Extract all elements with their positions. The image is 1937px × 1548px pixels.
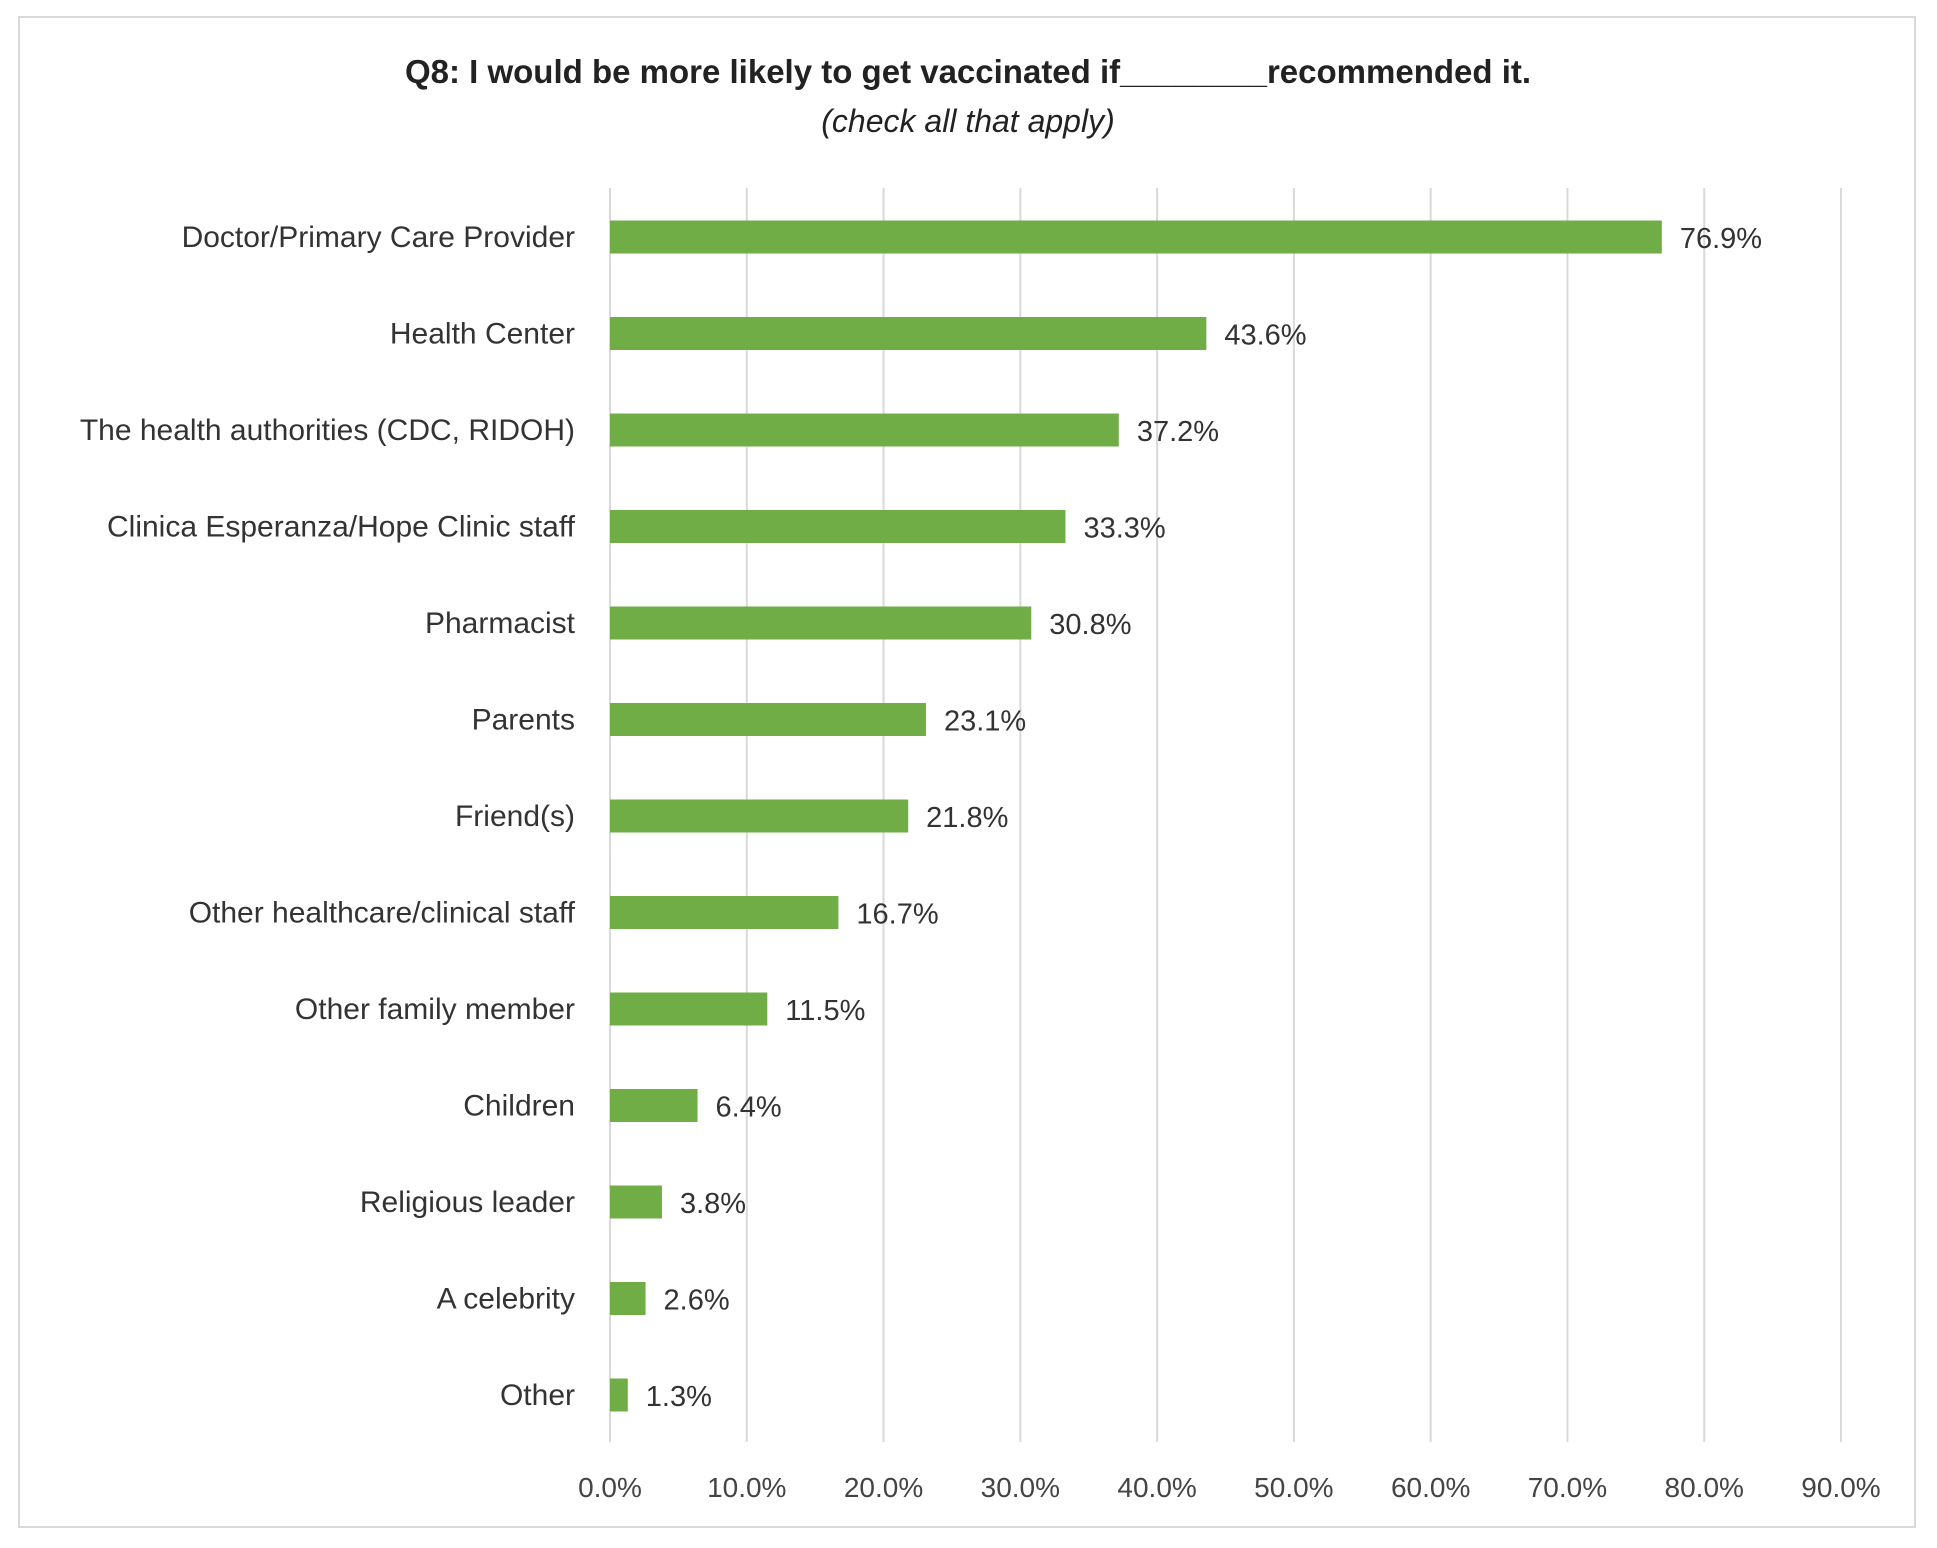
chart-subtitle: (check all that apply)	[821, 103, 1114, 139]
category-label: Other family member	[295, 993, 575, 1026]
data-label: 2.6%	[664, 1285, 730, 1317]
x-tick-label: 50.0%	[1254, 1472, 1333, 1503]
data-label: 6.4%	[716, 1092, 782, 1124]
chart-frame	[18, 16, 1916, 1528]
data-label: 11.5%	[785, 995, 865, 1027]
x-tick-label: 60.0%	[1391, 1472, 1470, 1503]
category-label: Children	[463, 1090, 575, 1123]
category-label: Other healthcare/clinical staff	[189, 897, 576, 930]
category-label: Pharmacist	[425, 607, 576, 640]
category-label: Parents	[472, 704, 575, 737]
category-label: Friend(s)	[455, 800, 575, 833]
bar	[610, 1282, 646, 1315]
data-label: 76.9%	[1680, 223, 1762, 255]
bar	[610, 606, 1032, 640]
data-label: 43.6%	[1224, 320, 1306, 352]
bar	[610, 703, 926, 736]
bar	[610, 220, 1662, 254]
category-label: A celebrity	[437, 1283, 575, 1316]
bar	[610, 799, 909, 833]
x-tick-label: 40.0%	[1117, 1472, 1196, 1503]
bar	[610, 317, 1207, 350]
category-label: Doctor/Primary Care Provider	[182, 221, 575, 254]
category-label: Religious leader	[360, 1186, 575, 1219]
category-label: Health Center	[390, 318, 575, 351]
chart-title: Q8: I would be more likely to get vaccin…	[405, 53, 1531, 90]
bar	[610, 1185, 662, 1219]
x-tick-label: 20.0%	[844, 1472, 923, 1503]
bar	[610, 1089, 698, 1122]
data-label: 21.8%	[926, 802, 1008, 834]
category-label: Other	[500, 1379, 575, 1412]
x-tick-label: 10.0%	[707, 1472, 786, 1503]
data-label: 30.8%	[1049, 609, 1131, 641]
value-labels: 76.9% 43.6% 37.2% 33.3% 30.8% 23.1% 21.8% 16.7%…	[646, 223, 1762, 1413]
data-label: 37.2%	[1137, 416, 1219, 448]
bar	[610, 1378, 628, 1412]
bars	[610, 220, 1662, 1412]
category-label: The health authorities (CDC, RIDOH)	[80, 414, 575, 447]
x-tick-label: 80.0%	[1665, 1472, 1744, 1503]
bar	[610, 992, 768, 1026]
gridlines	[609, 188, 1842, 1442]
x-axis-ticks: 0.0% 10.0% 20.0% 30.0% 40.0% 50.0% 60.0% 70.0% 8…	[578, 1472, 1881, 1503]
bar	[610, 896, 839, 929]
category-labels: Doctor/Primary Care Provider Health Cente…	[80, 221, 576, 1412]
data-label: 33.3%	[1083, 513, 1165, 545]
x-tick-label: 90.0%	[1801, 1472, 1880, 1503]
bar	[610, 510, 1066, 543]
category-label: Clinica Esperanza/Hope Clinic staff	[107, 511, 576, 544]
data-label: 23.1%	[944, 706, 1026, 738]
x-tick-label: 70.0%	[1528, 1472, 1607, 1503]
data-label: 16.7%	[856, 899, 938, 931]
x-tick-label: 30.0%	[981, 1472, 1060, 1503]
bar	[610, 413, 1119, 447]
x-tick-label: 0.0%	[578, 1472, 642, 1503]
data-label: 3.8%	[680, 1188, 746, 1220]
data-label: 1.3%	[646, 1381, 712, 1413]
